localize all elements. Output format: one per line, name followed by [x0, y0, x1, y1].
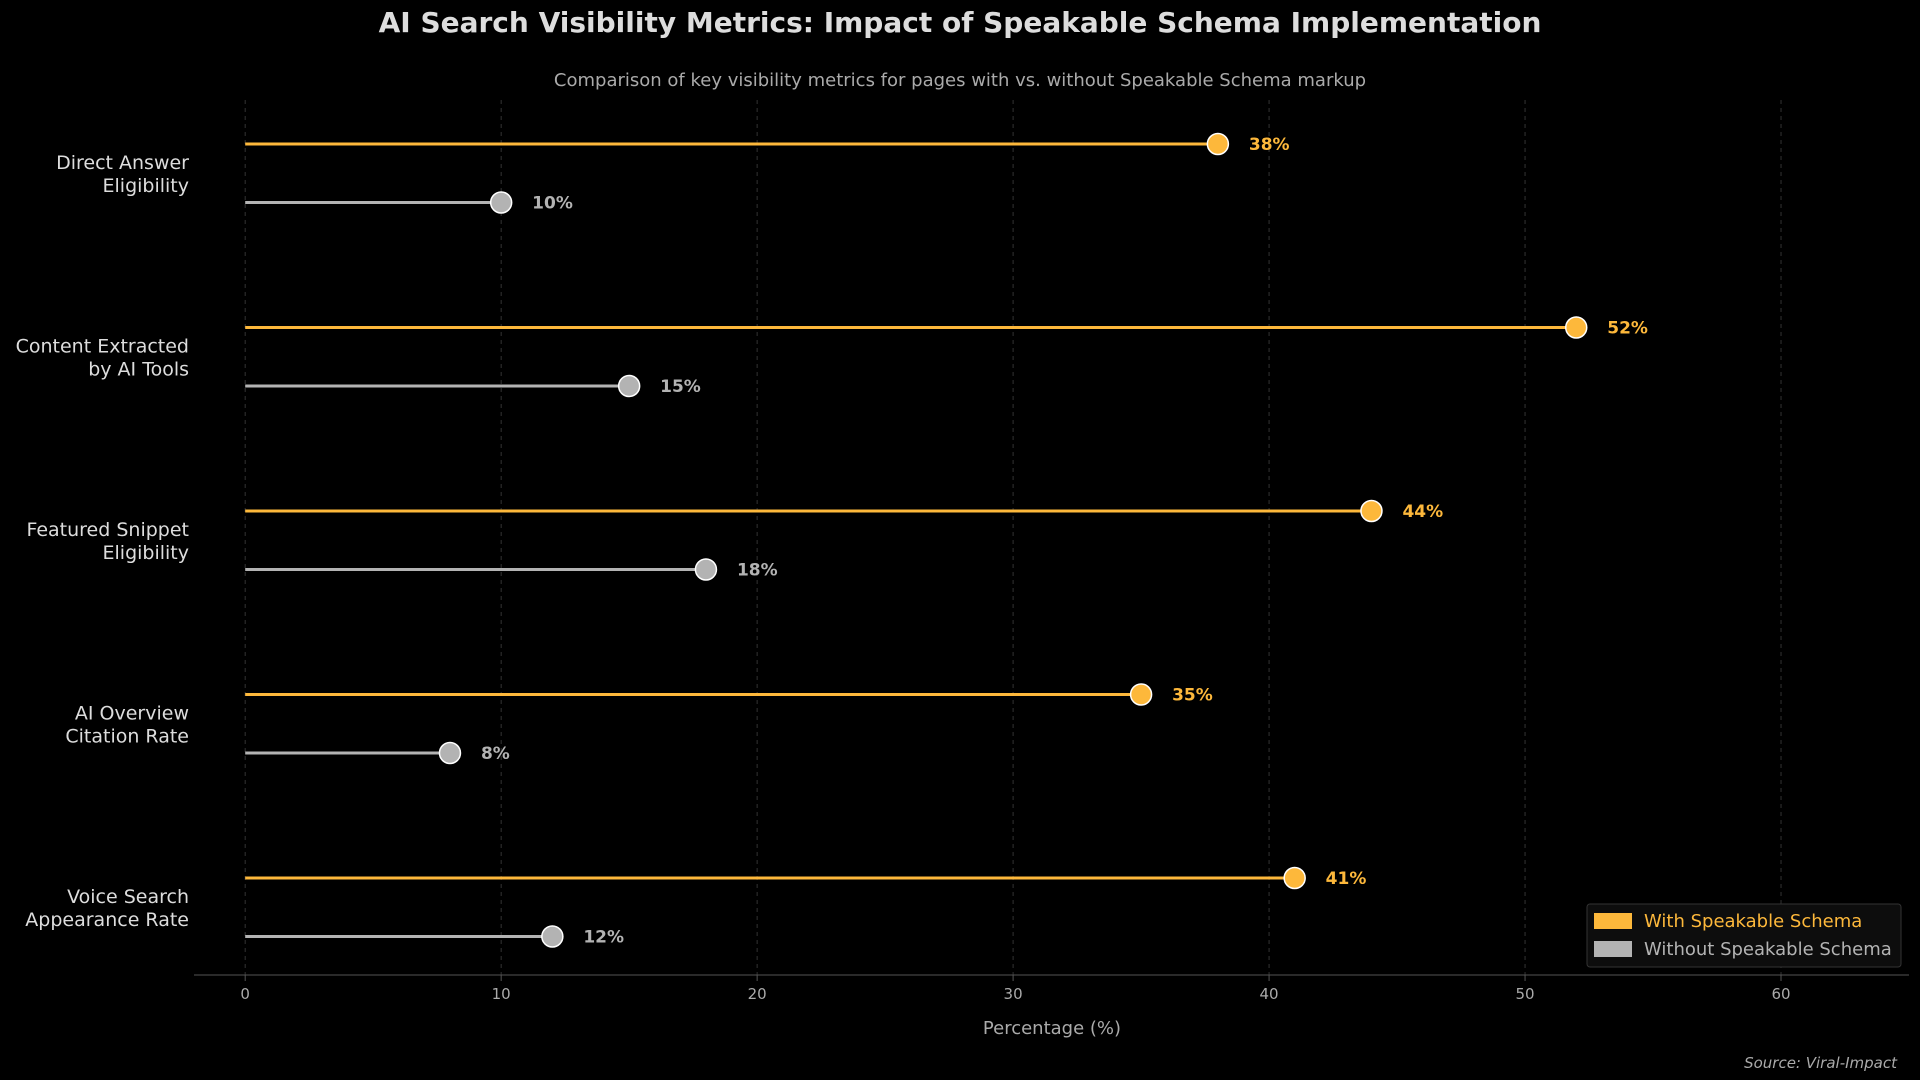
x-tick-label-20: 20	[748, 985, 767, 1003]
legend-label-with: With Speakable Schema	[1644, 911, 1862, 932]
category-label-0: Direct Answer Eligibility	[56, 152, 189, 197]
x-tick-label-30: 30	[1004, 985, 1023, 1003]
source-note: Source: Viral-Impact	[1744, 1054, 1898, 1072]
dot-without-2	[694, 558, 718, 581]
x-tick-label-10: 10	[492, 985, 511, 1003]
value-label-with-1: 52%	[1607, 319, 1648, 339]
category-label-4-line-0: Voice Search	[67, 886, 189, 908]
legend-label-without: Without Speakable Schema	[1644, 939, 1892, 960]
category-label-3: AI Overview Citation Rate	[65, 702, 189, 747]
category-label-2-line-0: Featured Snippet	[26, 519, 189, 541]
category-label-1: Content Extracted by AI Tools	[16, 335, 189, 380]
dot-without-0	[489, 191, 513, 214]
category-label-3-line-1: Citation Rate	[65, 725, 189, 747]
x-axis-ticks: 0 10 20 30 40 50 60	[240, 975, 1791, 1003]
legend-swatch-with	[1594, 913, 1632, 929]
value-labels: 38% 52% 44% 35% 41% 10% 15% 18% 8% 12%	[481, 135, 1648, 948]
value-label-with-2: 44%	[1402, 502, 1443, 522]
x-tick-label-40: 40	[1260, 985, 1279, 1003]
category-label-1-line-0: Content Extracted	[16, 335, 189, 357]
dot-without-4	[541, 925, 564, 948]
category-label-2-line-1: Eligibility	[103, 542, 190, 564]
dot-with-2	[1360, 499, 1383, 523]
value-label-without-3: 8%	[481, 744, 510, 764]
value-label-without-2: 18%	[737, 561, 778, 581]
value-label-with-4: 41%	[1326, 869, 1367, 889]
dot-with-3	[1129, 683, 1153, 706]
value-label-with-3: 35%	[1172, 686, 1213, 706]
grid-lines	[244, 100, 1782, 975]
chart-subtitle: Comparison of key visibility metrics for…	[554, 70, 1366, 91]
dot-without-1	[617, 374, 641, 398]
dot-with-0	[1206, 132, 1230, 156]
dot-without-3	[438, 741, 462, 765]
chart-title: AI Search Visibility Metrics: Impact of …	[379, 6, 1542, 39]
category-label-0-line-0: Direct Answer	[56, 152, 189, 174]
x-axis-label: Percentage (%)	[983, 1018, 1121, 1039]
x-tick-label-60: 60	[1771, 985, 1790, 1003]
value-label-without-4: 12%	[583, 928, 624, 948]
legend: With Speakable Schema Without Speakable …	[1586, 903, 1902, 968]
category-label-2: Featured Snippet Eligibility	[26, 519, 189, 564]
category-label-1-line-1: by AI Tools	[88, 358, 189, 380]
value-label-without-1: 15%	[660, 377, 701, 397]
x-tick-label-50: 50	[1515, 985, 1534, 1003]
value-label-without-0: 10%	[532, 194, 573, 214]
lollipop-dots	[438, 132, 1588, 948]
category-label-3-line-0: AI Overview	[75, 702, 189, 724]
category-label-4: Voice Search Appearance Rate	[25, 886, 189, 931]
category-label-4-line-1: Appearance Rate	[25, 909, 189, 931]
category-label-0-line-1: Eligibility	[103, 175, 190, 197]
legend-box	[1586, 903, 1902, 968]
value-label-with-0: 38%	[1249, 135, 1290, 155]
lollipop-stems	[245, 142, 1577, 938]
dot-with-1	[1564, 316, 1588, 339]
x-tick-label-0: 0	[240, 985, 250, 1003]
legend-swatch-without	[1594, 941, 1632, 957]
dot-with-4	[1283, 866, 1306, 890]
